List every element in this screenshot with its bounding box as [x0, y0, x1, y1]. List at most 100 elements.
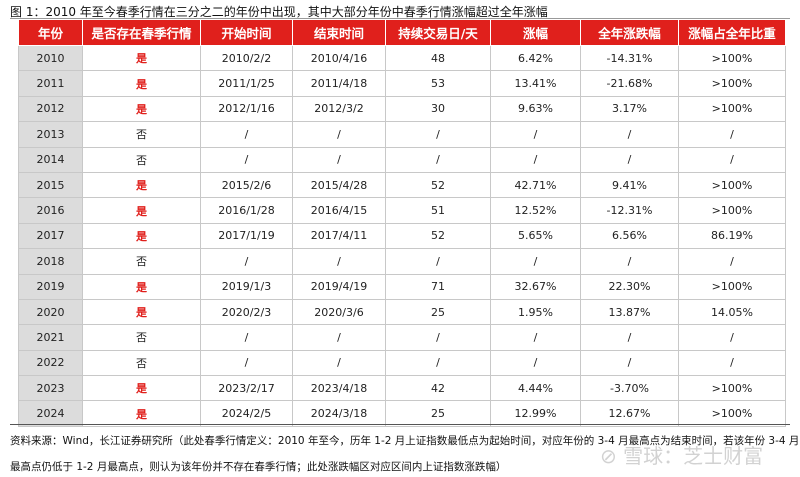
year-cell: 2011	[18, 70, 83, 97]
year-cell: 2018	[18, 248, 83, 275]
table-cell: 42.71%	[490, 171, 581, 199]
table-cell: 2010/2/2	[200, 44, 293, 72]
table-cell: -3.70%	[580, 375, 679, 402]
column-header: 年份	[18, 19, 83, 46]
table-row: 2018 否 / / / / / /	[18, 248, 786, 275]
table-cell: >100%	[678, 375, 786, 402]
table-row: 2015 是 2015/2/6 2015/4/28 52 42.71% 9.41% >100%	[18, 171, 786, 199]
table-cell: 2019/1/3	[200, 273, 293, 300]
table-cell: 2020/3/6	[292, 298, 386, 326]
table-cell: /	[292, 324, 386, 351]
table-cell: 25	[385, 298, 491, 326]
column-header: 持续交易日/天	[385, 19, 491, 46]
table-cell: /	[200, 248, 293, 275]
table-cell: /	[200, 146, 293, 173]
table-cell: 2023/4/18	[292, 375, 386, 402]
table-cell: 2012/3/2	[292, 95, 386, 123]
table-cell: 否	[82, 324, 201, 351]
table-row: 2021 否 / / / / / /	[18, 324, 786, 351]
table-cell: /	[678, 146, 786, 173]
table-cell: 6.42%	[490, 44, 581, 72]
table-row: 2011 是 2011/1/25 2011/4/18 53 13.41% -21.68% >1…	[18, 70, 786, 97]
table-cell: 是	[82, 95, 201, 123]
table-row: 2017 是 2017/1/19 2017/4/11 52 5.65% 6.56% 86.19…	[18, 222, 786, 250]
table-cell: 6.56%	[580, 222, 679, 250]
year-cell: 2010	[18, 44, 83, 72]
table-cell: >100%	[678, 197, 786, 224]
table-cell: 是	[82, 298, 201, 326]
table-cell: 2020/2/3	[200, 298, 293, 326]
table-cell: /	[580, 248, 679, 275]
table-cell: /	[490, 121, 581, 148]
source-note-line2: 最高点仍低于 1-2 月最高点，则认为该年份并不存在春季行情；此处涨跌幅区对应区…	[10, 461, 507, 473]
table-cell: 是	[82, 70, 201, 97]
table-cell: 是	[82, 171, 201, 199]
year-cell: 2024	[18, 400, 83, 427]
table-row: 2023 是 2023/2/17 2023/4/18 42 4.44% -3.70% >100…	[18, 375, 786, 402]
table-cell: 是	[82, 375, 201, 402]
table-cell: /	[490, 146, 581, 173]
table-cell: 32.67%	[490, 273, 581, 300]
table-cell: 14.05%	[678, 298, 786, 326]
table-cell: /	[490, 324, 581, 351]
column-header: 涨幅	[490, 19, 581, 46]
table-cell: 22.30%	[580, 273, 679, 300]
bottom-rule	[10, 424, 790, 425]
table-cell: 13.87%	[580, 298, 679, 326]
table-cell: 2012/1/16	[200, 95, 293, 123]
table-cell: /	[580, 324, 679, 351]
table-cell: /	[580, 121, 679, 148]
table-cell: 是	[82, 400, 201, 427]
table-cell: /	[580, 146, 679, 173]
table-cell: 是	[82, 197, 201, 224]
table-cell: 2017/1/19	[200, 222, 293, 250]
table-cell: >100%	[678, 171, 786, 199]
table-cell: /	[385, 349, 491, 377]
table-cell: >100%	[678, 44, 786, 72]
watermark-text: 雪球：芝士财富	[623, 444, 764, 468]
table-cell: 否	[82, 146, 201, 173]
table-cell: /	[292, 121, 386, 148]
table-cell: 5.65%	[490, 222, 581, 250]
table-cell: /	[292, 248, 386, 275]
source-note-line1: 资料来源：Wind，长江证券研究所（此处春季行情定义：2010 年至今，历年 1…	[10, 435, 800, 447]
title-rule	[10, 18, 790, 19]
table-cell: 30	[385, 95, 491, 123]
table-cell: 9.63%	[490, 95, 581, 123]
column-header: 全年涨跌幅	[580, 19, 679, 46]
table-cell: -21.68%	[580, 70, 679, 97]
table-cell: /	[580, 349, 679, 377]
watermark-logo-icon: ⊘	[600, 444, 617, 468]
table-cell: 否	[82, 349, 201, 377]
year-cell: 2021	[18, 324, 83, 351]
table-cell: -12.31%	[580, 197, 679, 224]
table-row: 2019 是 2019/1/3 2019/4/19 71 32.67% 22.30% >100…	[18, 273, 786, 300]
table-row: 2012 是 2012/1/16 2012/3/2 30 9.63% 3.17% >100%	[18, 95, 786, 123]
table-cell: /	[678, 349, 786, 377]
table-cell: /	[200, 349, 293, 377]
year-cell: 2022	[18, 349, 83, 377]
table-cell: /	[678, 121, 786, 148]
table-cell: 2016/1/28	[200, 197, 293, 224]
year-cell: 2016	[18, 197, 83, 224]
table-row: 2022 否 / / / / / /	[18, 349, 786, 377]
table-cell: /	[385, 121, 491, 148]
year-cell: 2013	[18, 121, 83, 148]
table-cell: /	[385, 324, 491, 351]
table-cell: 12.52%	[490, 197, 581, 224]
table-cell: /	[385, 248, 491, 275]
table-row: 2013 否 / / / / / /	[18, 121, 786, 148]
table-cell: 48	[385, 44, 491, 72]
table-row: 2016 是 2016/1/28 2016/4/15 51 12.52% -12.31% >1…	[18, 197, 786, 224]
table-cell: 9.41%	[580, 171, 679, 199]
table-cell: 2016/4/15	[292, 197, 386, 224]
year-cell: 2019	[18, 273, 83, 300]
table-row: 2014 否 / / / / / /	[18, 146, 786, 173]
table-cell: 是	[82, 222, 201, 250]
table-cell: 2024/3/18	[292, 400, 386, 427]
table-row: 2020 是 2020/2/3 2020/3/6 25 1.95% 13.87% 14.05%	[18, 298, 786, 326]
table-cell: 42	[385, 375, 491, 402]
table-cell: 12.67%	[580, 400, 679, 427]
table-cell: 13.41%	[490, 70, 581, 97]
figure-title: 图 1：2010 年至今春季行情在三分之二的年份中出现，其中大部分年份中春季行情…	[10, 5, 548, 19]
